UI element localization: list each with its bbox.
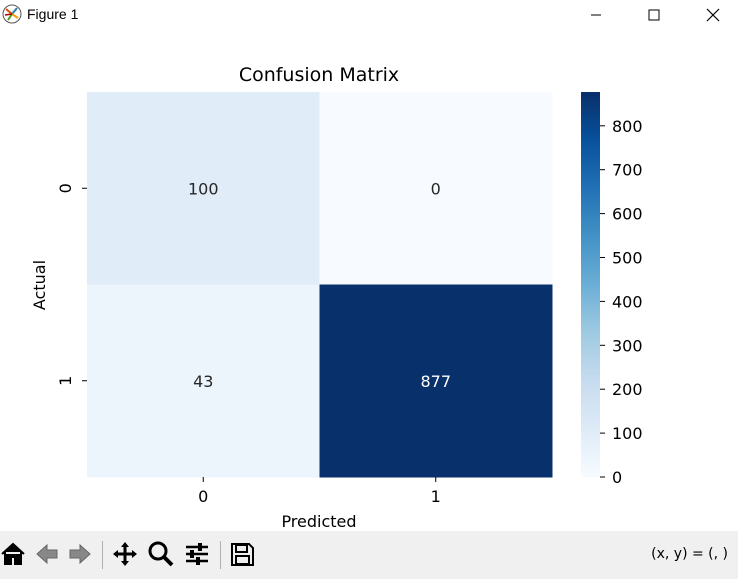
configure-subplots-icon [186,543,208,565]
forward-button[interactable] [63,537,97,571]
colorbar-tick-label: 100 [612,424,643,443]
x-tick-label: 0 [198,487,208,506]
navigation-toolbar: (x, y) = (, ) [0,531,738,579]
back-button[interactable] [30,537,64,571]
x-tick-label: 1 [431,487,441,506]
heatmap-cells: 100 0 43 877 [87,92,553,478]
colorbar-tick-label: 800 [612,117,643,136]
minimize-icon [591,14,601,16]
y-tick-label: 0 [56,183,75,193]
save-button[interactable] [225,537,259,571]
matplotlib-logo-icon [2,4,22,24]
minimize-button[interactable] [567,0,625,30]
heatmap-cell [319,284,553,478]
toolbar-separator [220,541,221,569]
window-titlebar: Figure 1 [0,0,738,30]
colorbar-tick-label: 0 [612,468,622,487]
configure-subplots-button[interactable] [180,537,214,571]
window-title: Figure 1 [27,6,79,22]
pan-button[interactable] [108,537,142,571]
maximize-button[interactable] [625,0,683,30]
zoom-icon [148,541,174,567]
heatmap-cell [87,92,320,285]
colorbar-tick-label: 300 [612,336,643,355]
colorbar-tick-label: 600 [612,205,643,224]
cell-annotation: 877 [420,372,451,391]
save-icon [231,543,254,566]
colorbar-tick-label: 700 [612,161,643,180]
colorbar-tick-label: 200 [612,380,643,399]
close-button[interactable] [684,0,738,30]
toolbar-separator [102,541,103,569]
colorbar-ticks: 0 100 200 300 400 500 600 700 800 [600,117,643,487]
heatmap-cell [87,284,320,478]
home-button[interactable] [0,537,30,571]
home-icon [1,542,25,565]
y-axis-ticks: 01 [56,183,87,386]
zoom-button[interactable] [144,537,178,571]
cursor-coordinates: (x, y) = (, ) [651,546,728,562]
chart-title: Confusion Matrix [239,64,399,86]
cell-annotation: 0 [431,179,441,198]
x-axis-label: Predicted [281,512,356,531]
cell-annotation: 100 [188,179,219,198]
colorbar-tick-label: 400 [612,292,643,311]
colorbar [581,92,600,477]
forward-icon [69,543,91,565]
colorbar-tick-label: 500 [612,249,643,268]
maximize-icon [648,9,660,21]
close-icon [706,8,720,22]
heatmap-cell [319,92,553,285]
back-icon [36,543,58,565]
y-axis-label: Actual [30,260,49,310]
y-tick-label: 1 [56,376,75,386]
pan-icon [113,542,137,566]
cell-annotation: 43 [193,372,213,391]
